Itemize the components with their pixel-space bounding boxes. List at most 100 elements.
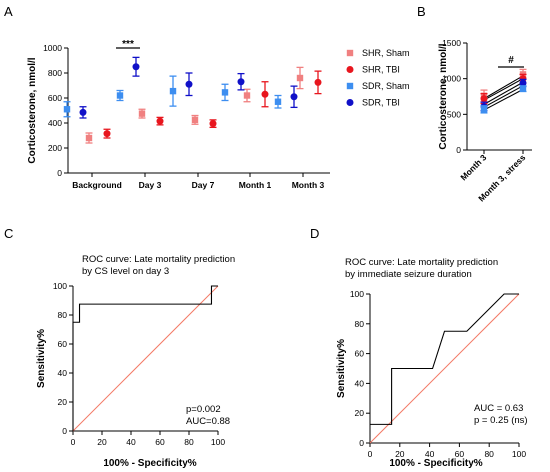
y-tick-label: 0 xyxy=(456,145,461,155)
y-axis-label: Corticosterone, nmol/l xyxy=(438,43,449,149)
legend-label: SHR, TBI xyxy=(362,65,400,75)
x-tick-label: 20 xyxy=(97,437,107,447)
x-tick-label: Day 3 xyxy=(139,180,162,190)
chart-title: ROC curve: Late mortality prediction xyxy=(82,254,235,265)
data-point xyxy=(79,108,87,116)
legend-marker xyxy=(346,66,354,73)
y-tick-label: 1000 xyxy=(442,74,461,84)
y-tick-label: 500 xyxy=(447,109,461,119)
x-tick-label: 40 xyxy=(425,449,435,459)
chart-title: by immediate seizure duration xyxy=(345,269,472,280)
data-point xyxy=(138,110,146,117)
data-point xyxy=(296,74,304,82)
data-point xyxy=(261,90,269,98)
y-axis-label: Sensitivity% xyxy=(336,339,347,398)
x-tick-label: Month 3 xyxy=(458,152,488,182)
x-tick-label: 100 xyxy=(512,449,526,459)
legend-marker xyxy=(346,99,354,106)
reference-diagonal xyxy=(72,285,219,432)
legend-marker xyxy=(346,82,354,90)
legend-label: SHR, Sham xyxy=(362,48,410,58)
panel-letter-b: B xyxy=(417,4,426,19)
stat-annotation: AUC = 0.63 xyxy=(474,403,523,414)
paired-line xyxy=(483,75,524,100)
data-point xyxy=(169,87,177,95)
chart-title: by CS level on day 3 xyxy=(82,266,169,277)
x-tick-label: 0 xyxy=(71,437,76,447)
y-tick-label: 60 xyxy=(355,349,365,359)
y-tick-label: 1500 xyxy=(442,38,461,48)
y-tick-label: 200 xyxy=(48,143,62,153)
y-axis-label: Sensitivity% xyxy=(36,329,47,388)
y-tick-label: 20 xyxy=(355,408,365,418)
x-tick-label: 80 xyxy=(184,437,194,447)
y-tick-label: 60 xyxy=(58,339,68,349)
y-tick-label: 800 xyxy=(48,68,62,78)
x-tick-label: 40 xyxy=(126,437,136,447)
x-tick-label: Day 7 xyxy=(192,180,215,190)
y-tick-label: 100 xyxy=(53,281,67,291)
y-tick-label: 100 xyxy=(350,289,364,299)
y-tick-label: 20 xyxy=(58,397,68,407)
data-point xyxy=(103,130,111,138)
x-tick-label: 20 xyxy=(395,449,405,459)
y-tick-label: 80 xyxy=(355,319,365,329)
paired-line xyxy=(483,88,524,111)
legend-label: SDR, Sham xyxy=(362,81,410,91)
x-axis-label: 100% - Specificity% xyxy=(389,458,482,469)
data-point xyxy=(221,89,229,96)
data-point xyxy=(480,95,488,103)
y-tick-label: 400 xyxy=(48,118,62,128)
significance-label: *** xyxy=(122,39,134,50)
x-axis-label: 100% - Specificity% xyxy=(103,458,196,469)
legend-marker xyxy=(346,49,354,57)
data-point xyxy=(237,78,245,86)
panel-letter-a: A xyxy=(4,4,13,19)
data-point xyxy=(116,92,124,99)
data-point xyxy=(314,78,322,86)
data-point xyxy=(156,117,164,125)
roc-curve xyxy=(370,293,519,425)
data-point xyxy=(290,93,298,101)
data-point xyxy=(209,120,217,128)
x-tick-label: 100 xyxy=(211,437,225,447)
stat-annotation: p = 0.25 (ns) xyxy=(474,415,528,426)
data-point xyxy=(191,116,199,124)
stat-annotation: AUC=0.88 xyxy=(186,416,230,427)
legend-label: SDR, TBI xyxy=(362,98,400,108)
x-tick-label: Background xyxy=(72,180,122,190)
y-tick-label: 0 xyxy=(359,438,364,448)
x-tick-label: 60 xyxy=(455,449,465,459)
data-point xyxy=(519,79,527,87)
y-tick-label: 40 xyxy=(58,368,68,378)
data-point xyxy=(185,80,193,88)
y-tick-label: 40 xyxy=(355,378,365,388)
paired-line xyxy=(483,81,524,105)
paired-line xyxy=(483,85,524,108)
roc-curve xyxy=(72,285,218,431)
x-tick-label: 60 xyxy=(155,437,165,447)
y-tick-label: 0 xyxy=(57,168,62,178)
panel-letter-d: D xyxy=(310,226,319,241)
data-point xyxy=(243,92,251,99)
data-point xyxy=(519,85,527,92)
y-tick-label: 1000 xyxy=(43,43,62,53)
paired-line xyxy=(483,78,524,101)
data-point xyxy=(85,134,93,142)
y-tick-label: 80 xyxy=(58,310,68,320)
data-point xyxy=(480,106,488,113)
data-point xyxy=(274,98,282,105)
y-tick-label: 0 xyxy=(62,426,67,436)
x-tick-label: Month 1 xyxy=(239,180,272,190)
data-point xyxy=(132,63,140,71)
y-tick-label: 600 xyxy=(48,93,62,103)
significance-label: # xyxy=(508,55,514,66)
stat-annotation: p=0.002 xyxy=(186,404,221,415)
x-tick-label: Month 3 xyxy=(292,180,325,190)
chart-title: ROC curve: Late mortality prediction xyxy=(345,257,498,268)
x-tick-label: 0 xyxy=(368,449,373,459)
